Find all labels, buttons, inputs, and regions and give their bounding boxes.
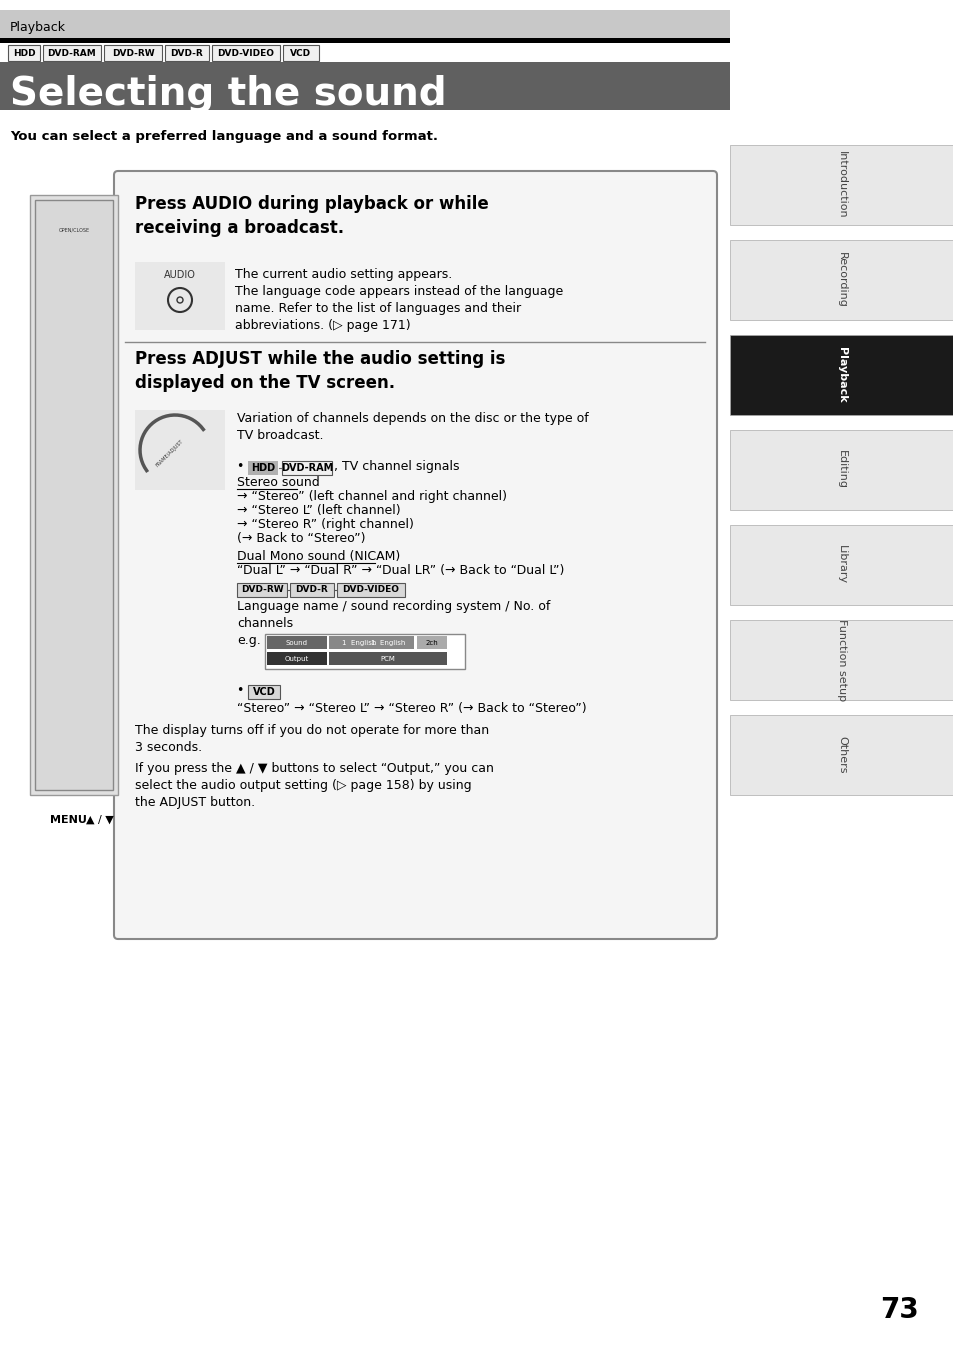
Text: The display turns off if you do not operate for more than
3 seconds.: The display turns off if you do not oper… bbox=[135, 724, 489, 755]
Text: VCD: VCD bbox=[253, 687, 275, 697]
Text: Stereo sound: Stereo sound bbox=[236, 477, 319, 489]
Text: 2ch: 2ch bbox=[425, 640, 438, 647]
Text: •: • bbox=[236, 684, 248, 697]
Text: “Dual L” → “Dual R” → “Dual LR” (→ Back to “Dual L”): “Dual L” → “Dual R” → “Dual LR” (→ Back … bbox=[236, 564, 564, 576]
Text: → “Stereo L” (left channel): → “Stereo L” (left channel) bbox=[236, 504, 400, 517]
Bar bbox=[35, 200, 112, 790]
Text: HDD: HDD bbox=[12, 49, 35, 58]
Text: OPEN/CLOSE: OPEN/CLOSE bbox=[58, 228, 90, 232]
Text: Sound: Sound bbox=[286, 640, 308, 647]
Bar bbox=[729, 144, 953, 225]
Text: Selecting the sound: Selecting the sound bbox=[10, 76, 446, 113]
Bar bbox=[416, 636, 447, 649]
Text: DVD-VIDEO: DVD-VIDEO bbox=[342, 586, 399, 594]
Text: (→ Back to “Stereo”): (→ Back to “Stereo”) bbox=[236, 532, 365, 545]
Text: , TV channel signals: , TV channel signals bbox=[334, 460, 459, 472]
Text: Playback: Playback bbox=[836, 347, 846, 402]
Bar bbox=[729, 716, 953, 795]
Bar bbox=[248, 684, 280, 699]
Text: → “Stereo R” (right channel): → “Stereo R” (right channel) bbox=[236, 518, 414, 531]
FancyBboxPatch shape bbox=[113, 171, 717, 940]
Text: 1  English: 1 English bbox=[341, 640, 375, 647]
Bar bbox=[729, 335, 953, 414]
Text: DVD-R: DVD-R bbox=[171, 49, 203, 58]
Bar bbox=[729, 240, 953, 320]
Text: Library: Library bbox=[836, 545, 846, 585]
Text: If you press the ▲ / ▼ buttons to select “Output,” you can
select the audio outp: If you press the ▲ / ▼ buttons to select… bbox=[135, 761, 494, 809]
Bar bbox=[267, 652, 327, 666]
Bar bbox=[336, 583, 405, 597]
Text: The language code appears instead of the language
name. Refer to the list of lan: The language code appears instead of the… bbox=[234, 285, 562, 332]
Text: DVD-R: DVD-R bbox=[295, 586, 328, 594]
Bar bbox=[729, 525, 953, 605]
Bar bbox=[135, 410, 225, 490]
Bar bbox=[329, 636, 389, 649]
Text: Dual Mono sound (NICAM): Dual Mono sound (NICAM) bbox=[236, 549, 400, 563]
Text: Others: Others bbox=[836, 736, 846, 774]
Bar bbox=[248, 460, 277, 475]
Text: ▲ / ▼: ▲ / ▼ bbox=[86, 815, 113, 825]
Bar bbox=[729, 431, 953, 510]
Bar bbox=[30, 194, 118, 795]
Text: Press ADJUST while the audio setting is
displayed on the TV screen.: Press ADJUST while the audio setting is … bbox=[135, 350, 505, 392]
Text: Function setup: Function setup bbox=[836, 618, 846, 701]
Text: HDD: HDD bbox=[251, 463, 274, 472]
Text: MENU: MENU bbox=[50, 815, 87, 825]
Text: The current audio setting appears.: The current audio setting appears. bbox=[234, 269, 452, 281]
Text: DVD-RW: DVD-RW bbox=[112, 49, 154, 58]
Text: AUDIO: AUDIO bbox=[164, 270, 195, 279]
Text: PCM: PCM bbox=[380, 656, 395, 662]
Text: VCD: VCD bbox=[290, 49, 312, 58]
Bar bbox=[212, 45, 280, 61]
Bar bbox=[265, 634, 464, 670]
Bar bbox=[0, 62, 729, 109]
Bar bbox=[8, 45, 40, 61]
Text: DVD-RW: DVD-RW bbox=[240, 586, 283, 594]
Bar bbox=[283, 45, 318, 61]
Bar bbox=[43, 45, 101, 61]
Text: Press AUDIO during playback or while
receiving a broadcast.: Press AUDIO during playback or while rec… bbox=[135, 194, 488, 236]
Bar bbox=[729, 620, 953, 701]
Bar bbox=[165, 45, 209, 61]
Bar bbox=[329, 652, 447, 666]
Text: Language name / sound recording system / No. of
channels: Language name / sound recording system /… bbox=[236, 599, 550, 630]
Text: Introduction: Introduction bbox=[836, 151, 846, 219]
Text: DVD-VIDEO: DVD-VIDEO bbox=[217, 49, 274, 58]
Text: → “Stereo” (left channel and right channel): → “Stereo” (left channel and right chann… bbox=[236, 490, 506, 504]
Text: Editing: Editing bbox=[836, 451, 846, 490]
Text: You can select a preferred language and a sound format.: You can select a preferred language and … bbox=[10, 130, 437, 143]
Text: DVD-RAM: DVD-RAM bbox=[48, 49, 96, 58]
Bar bbox=[236, 583, 287, 597]
Text: e.g.: e.g. bbox=[236, 634, 260, 647]
Bar bbox=[282, 460, 332, 475]
Bar bbox=[104, 45, 162, 61]
Text: 1  English: 1 English bbox=[371, 640, 405, 647]
Text: Recording: Recording bbox=[836, 252, 846, 308]
Text: DVD-RAM: DVD-RAM bbox=[280, 463, 333, 472]
Text: Playback: Playback bbox=[10, 22, 66, 35]
Bar bbox=[0, 38, 729, 43]
Text: 73: 73 bbox=[880, 1296, 919, 1324]
Text: “Stereo” → “Stereo L” → “Stereo R” (→ Back to “Stereo”): “Stereo” → “Stereo L” → “Stereo R” (→ Ba… bbox=[236, 702, 586, 716]
Bar bbox=[290, 583, 334, 597]
Bar bbox=[0, 9, 729, 38]
Bar bbox=[267, 636, 327, 649]
Text: Variation of channels depends on the disc or the type of
TV broadcast.: Variation of channels depends on the dis… bbox=[236, 412, 588, 441]
Bar bbox=[329, 636, 414, 649]
Text: Output: Output bbox=[285, 656, 309, 662]
Bar bbox=[135, 262, 225, 329]
Text: FRAME/ADJUST: FRAME/ADJUST bbox=[154, 439, 184, 467]
Text: •: • bbox=[236, 460, 248, 472]
